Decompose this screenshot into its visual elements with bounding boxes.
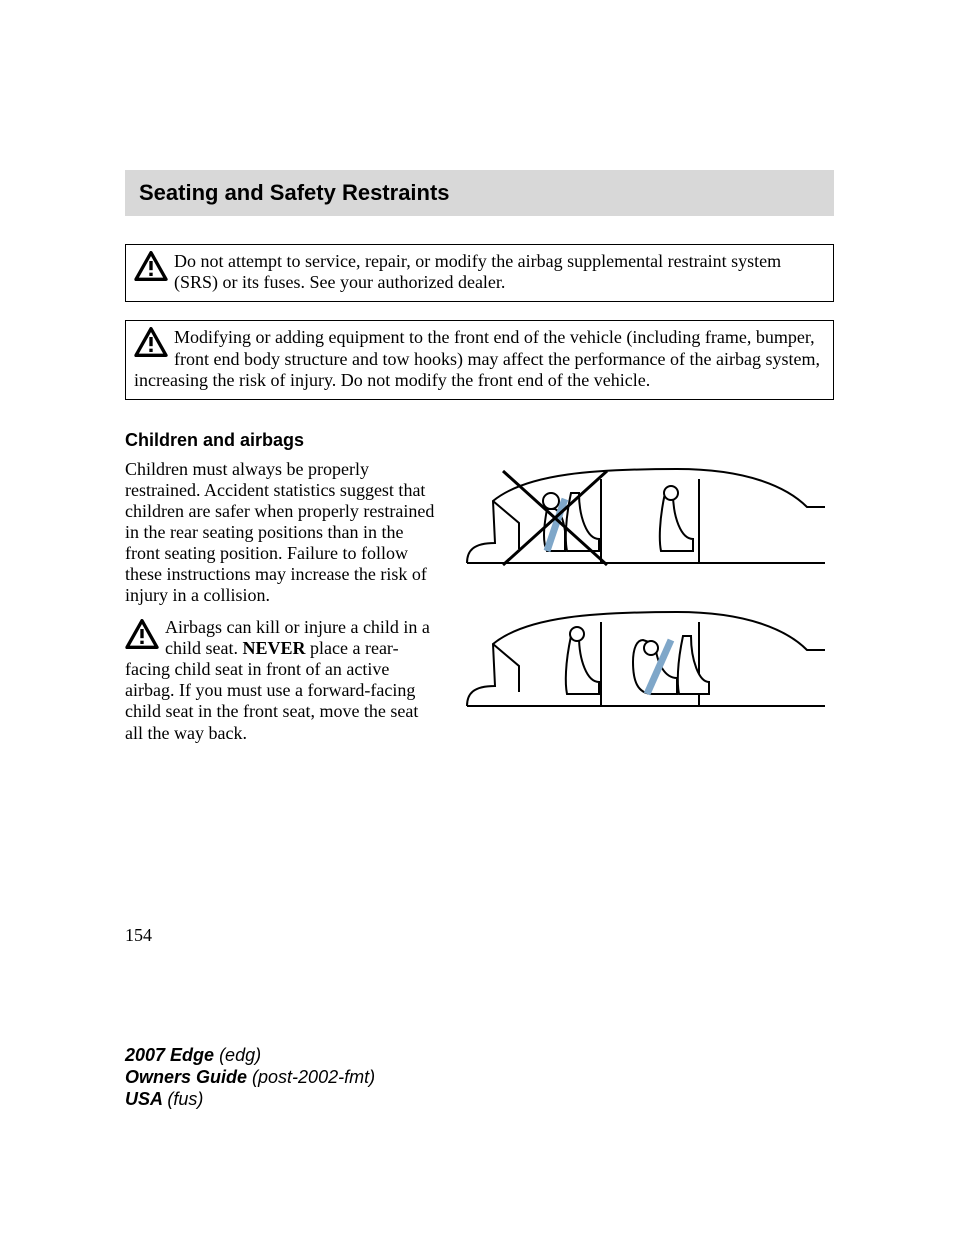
footer-guide: Owners Guide [125,1067,252,1087]
footer-block: 2007 Edge (edg) Owners Guide (post-2002-… [125,1045,375,1111]
footer-model-code: (edg) [219,1045,261,1065]
warning-icon [134,251,168,281]
footer-line-region: USA (fus) [125,1089,375,1111]
warning-text: Modifying or adding equipment to the fro… [134,327,820,389]
footer-guide-code: (post-2002-fmt) [252,1067,375,1087]
footer-region: USA [125,1089,167,1109]
footer-line-guide: Owners Guide (post-2002-fmt) [125,1067,375,1089]
chapter-title: Seating and Safety Restraints [139,180,450,205]
figure-child-front-seat-wrong [447,461,827,581]
footer-line-model: 2007 Edge (edg) [125,1045,375,1067]
warning-text: Do not attempt to service, repair, or mo… [174,251,781,292]
warning-never: NEVER [242,638,305,658]
warning-box-child-seat: Airbags can kill or injure a child in a … [125,617,435,744]
chapter-header-bar: Seating and Safety Restraints [125,170,834,216]
warning-icon [125,619,159,649]
footer-model: 2007 Edge [125,1045,219,1065]
body-paragraph: Children must always be properly restrai… [125,459,435,606]
text-column: Children must always be properly restrai… [125,459,435,744]
footer-region-code: (fus) [167,1089,203,1109]
page: Seating and Safety Restraints Do not att… [0,0,954,1235]
figure-column [447,461,827,747]
warning-box-front-end: Modifying or adding equipment to the fro… [125,320,834,400]
warning-icon [134,327,168,357]
warning-box-srs: Do not attempt to service, repair, or mo… [125,244,834,302]
section-heading-children: Children and airbags [125,430,834,451]
two-column-block: Children must always be properly restrai… [125,459,834,744]
page-number: 154 [125,925,152,946]
figure-child-rear-seat-correct [447,604,827,724]
